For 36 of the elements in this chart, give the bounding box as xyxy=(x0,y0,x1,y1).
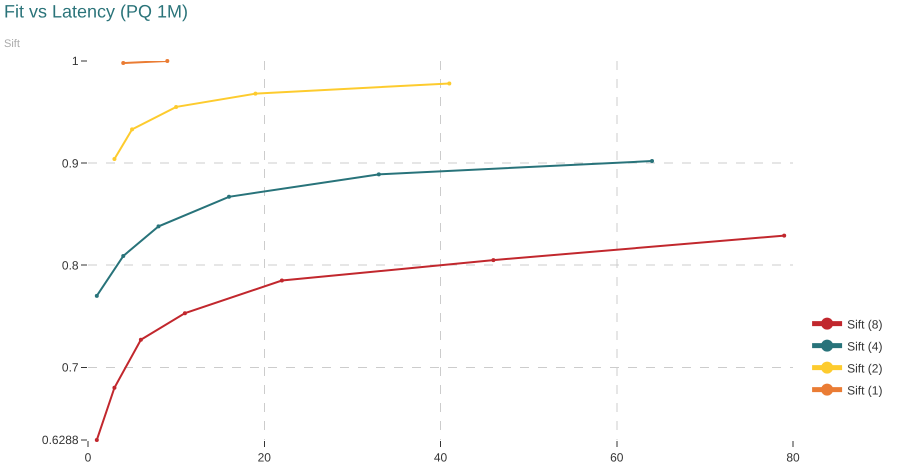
point xyxy=(138,338,143,342)
point xyxy=(447,81,452,86)
point xyxy=(165,59,170,63)
point xyxy=(94,294,99,298)
x-tick-label: 60 xyxy=(610,450,624,464)
point xyxy=(121,61,126,66)
legend-label: Sift (4) xyxy=(847,339,882,354)
x-tick-label: 40 xyxy=(434,450,448,464)
legend-label: Sift (2) xyxy=(847,361,882,376)
y-tick-label: 0.6288 xyxy=(42,433,79,448)
legend-label: Sift (1) xyxy=(847,383,882,398)
x-tick-label: 0 xyxy=(84,450,92,464)
point xyxy=(130,127,134,132)
point xyxy=(376,172,381,176)
point xyxy=(121,254,126,258)
y-tick-label: 0.7 xyxy=(62,360,79,374)
point xyxy=(94,438,99,442)
point xyxy=(650,159,654,164)
point xyxy=(174,104,178,109)
point xyxy=(782,234,786,238)
point xyxy=(182,311,187,316)
legend-label: Sift (8) xyxy=(847,317,882,332)
x-tick-label: 20 xyxy=(258,450,272,464)
point xyxy=(280,278,284,283)
point xyxy=(253,92,258,96)
y-tick-label: 1 xyxy=(72,54,79,68)
chart-title: Fit vs Latency (PQ 1M) xyxy=(4,2,188,22)
point xyxy=(227,194,231,199)
y-tick-label: 0.9 xyxy=(62,156,79,170)
point xyxy=(112,157,116,162)
chart-subtitle: Sift xyxy=(4,38,20,50)
point xyxy=(491,258,496,262)
x-tick-label: 80 xyxy=(786,450,800,464)
point xyxy=(156,224,160,228)
y-tick-label: 0.8 xyxy=(62,258,79,272)
point xyxy=(112,386,116,390)
